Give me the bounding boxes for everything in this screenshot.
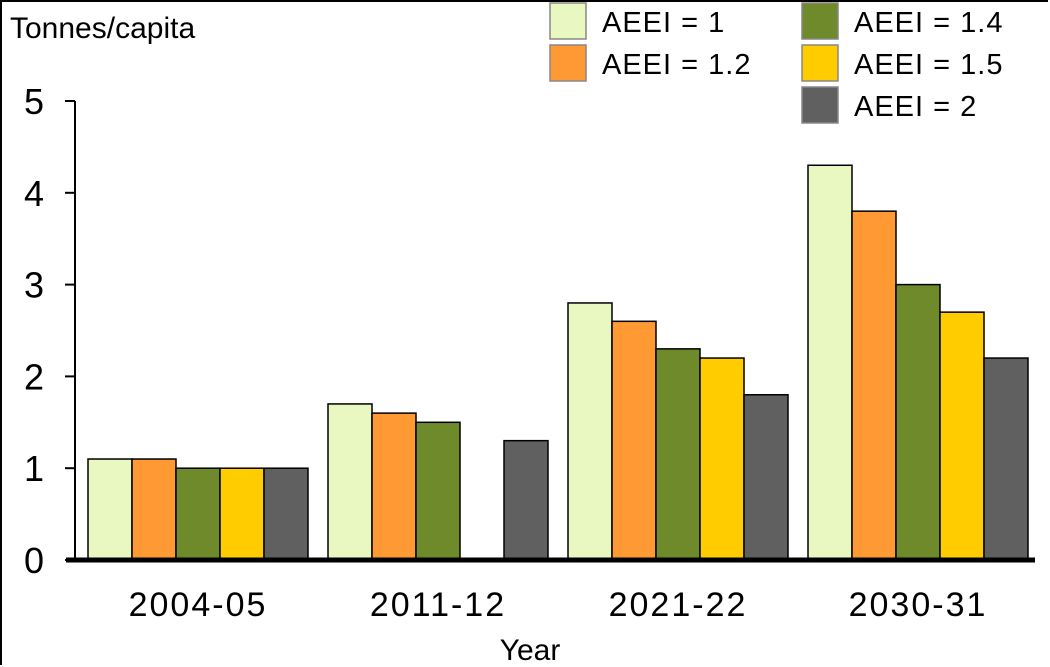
legend-swatch	[549, 44, 587, 82]
x-tick-label: 2011-12	[370, 586, 506, 624]
legend-label: AEEI = 1.5	[854, 49, 1003, 81]
x-axis-label: Year	[500, 634, 561, 667]
bar	[219, 467, 265, 561]
bar	[611, 320, 657, 561]
bar	[175, 467, 221, 561]
legend-swatch	[801, 44, 839, 82]
x-tick-label: 2021-22	[609, 586, 748, 624]
bar	[807, 164, 853, 561]
bar	[371, 412, 417, 561]
bar	[327, 403, 373, 561]
bar	[87, 458, 133, 561]
bars	[87, 164, 1029, 561]
bar	[939, 311, 985, 561]
bar	[415, 421, 461, 561]
legend-label: AEEI = 2	[854, 91, 977, 123]
y-tick-label: 2	[24, 356, 44, 397]
bar	[743, 394, 789, 561]
legend-label: AEEI = 1.4	[854, 7, 1003, 39]
bar	[131, 458, 177, 561]
bar	[895, 283, 941, 561]
legend-swatch	[801, 2, 839, 40]
bar	[567, 302, 613, 561]
y-tick-label: 1	[24, 448, 44, 489]
legend-swatch	[801, 86, 839, 124]
y-tick-label: 3	[24, 265, 44, 306]
bar	[983, 357, 1029, 561]
bar	[655, 348, 701, 561]
y-tick-label: 5	[24, 81, 44, 122]
legend-label: AEEI = 1	[602, 7, 725, 39]
bar	[851, 210, 897, 561]
legend-swatch	[549, 2, 587, 40]
y-tick-label: 0	[24, 540, 44, 581]
x-axis: 2004-05 2011-12 2021-22 2030-31	[66, 557, 1035, 624]
y-axis: 0 1 2 3 4 5	[24, 81, 76, 581]
y-tick-label: 4	[24, 173, 44, 214]
x-tick-label: 2004-05	[129, 586, 268, 624]
legend-label: AEEI = 1.2	[602, 49, 751, 81]
bar	[263, 467, 309, 561]
bar	[503, 439, 549, 561]
y-axis-label: Tonnes/capita	[10, 12, 195, 45]
x-tick-label: 2030-31	[849, 586, 988, 624]
legend: AEEI = 1 AEEI = 1.2 AEEI = 1.4 AEEI = 1.5 AE…	[549, 2, 1003, 124]
bar	[699, 357, 745, 561]
